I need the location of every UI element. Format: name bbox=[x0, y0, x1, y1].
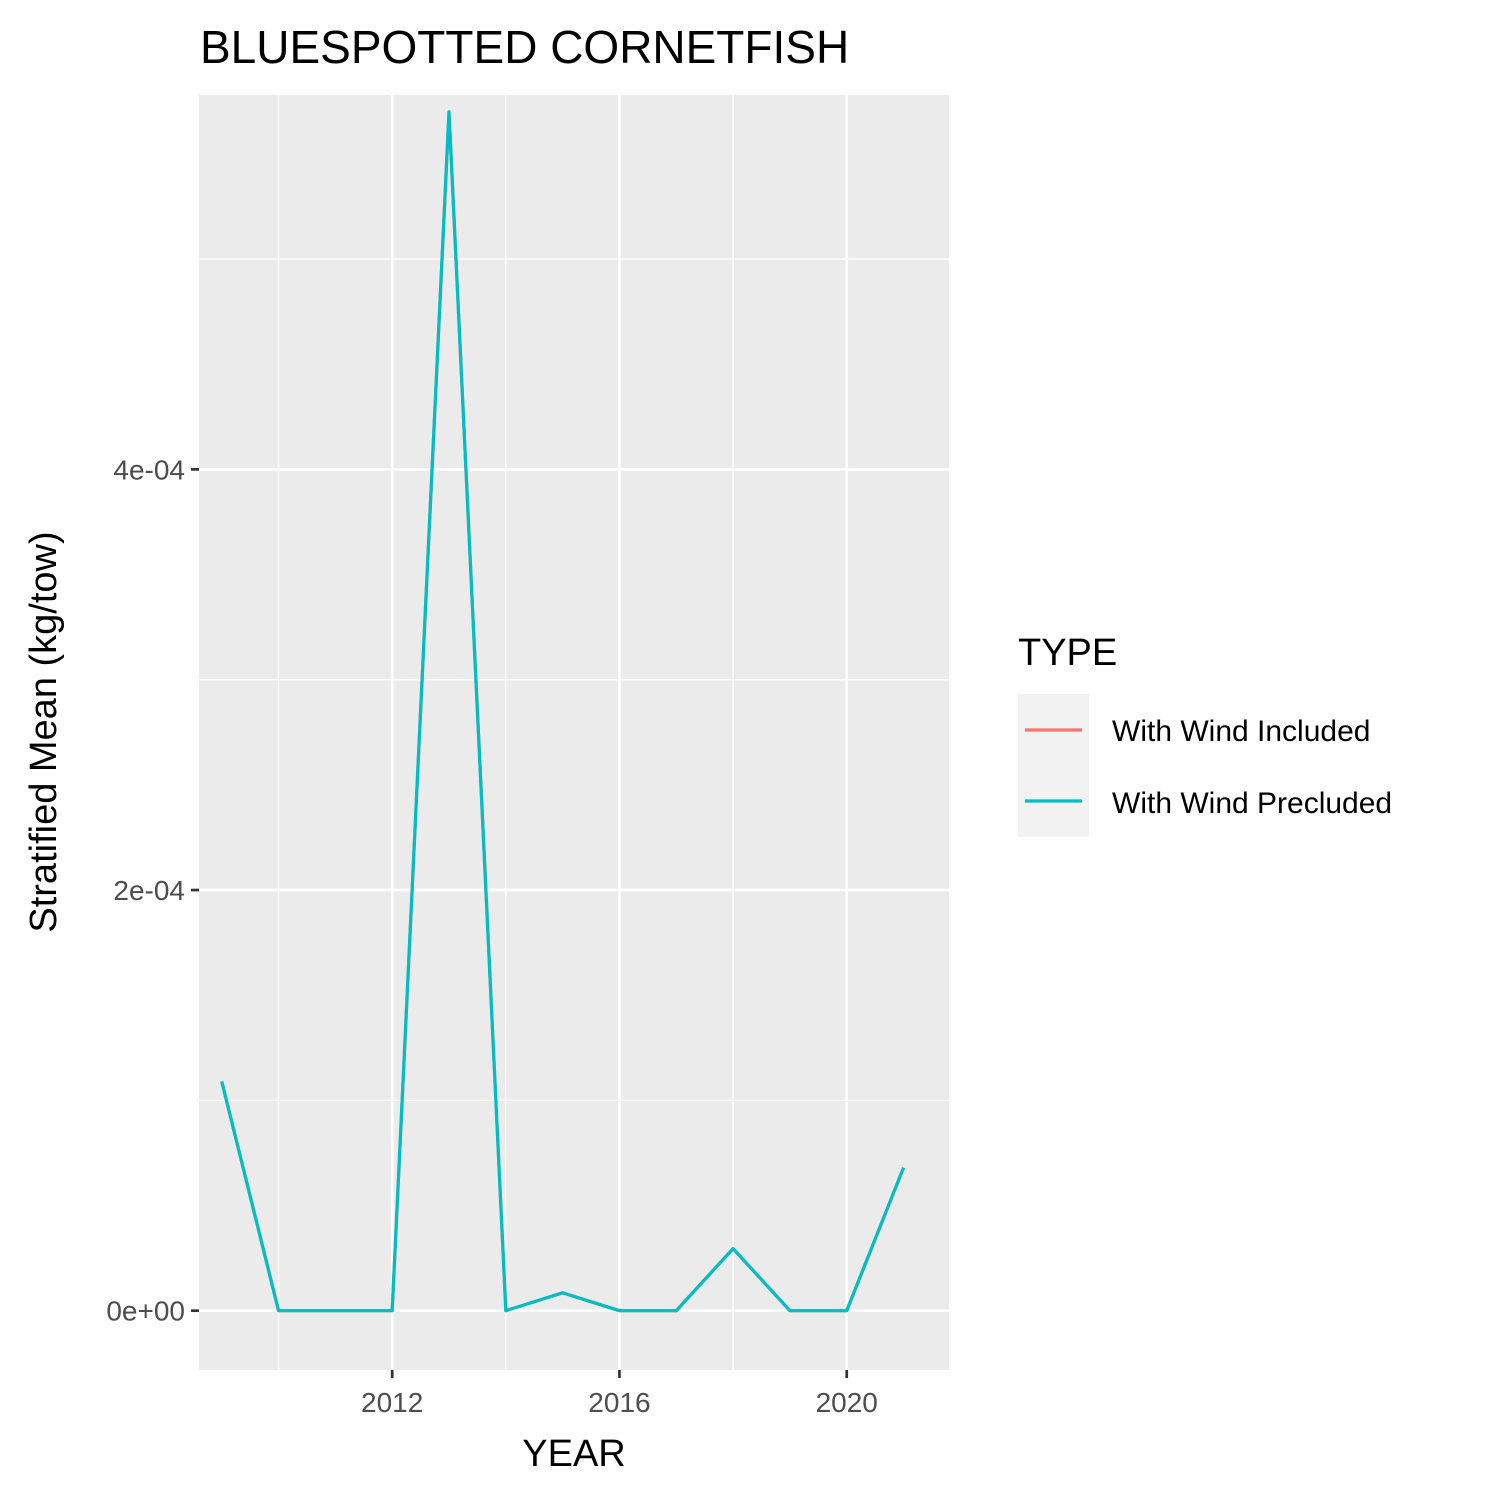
x-axis: 2012 2016 2020 bbox=[361, 1370, 878, 1418]
legend-title: TYPE bbox=[1018, 632, 1117, 674]
legend-key-background bbox=[1018, 694, 1089, 837]
y-tick-label: 0e+00 bbox=[106, 1296, 185, 1327]
plot-panel bbox=[199, 95, 949, 1370]
x-tick-label: 2020 bbox=[816, 1387, 878, 1418]
x-tick-label: 2016 bbox=[588, 1387, 650, 1418]
series-line-with-wind-precluded bbox=[220, 110, 906, 1313]
y-tick-label: 2e-04 bbox=[113, 875, 185, 906]
y-tick-label: 4e-04 bbox=[113, 454, 185, 485]
series-layer bbox=[220, 110, 906, 1313]
x-tick-label: 2012 bbox=[361, 1387, 423, 1418]
y-axis: 0e+00 2e-04 4e-04 bbox=[106, 454, 199, 1327]
legend-label-with-wind-precluded: With Wind Precluded bbox=[1112, 787, 1392, 820]
legend-label-with-wind-included: With Wind Included bbox=[1112, 715, 1370, 748]
y-axis-title: Stratified Mean (kg/tow) bbox=[23, 531, 65, 932]
legend: TYPE With Wind Included With Wind Preclu… bbox=[1018, 632, 1392, 837]
x-axis-title: YEAR bbox=[522, 1433, 625, 1475]
chart-title: BLUESPOTTED CORNETFISH bbox=[200, 21, 849, 73]
grid-minor bbox=[199, 95, 949, 1370]
